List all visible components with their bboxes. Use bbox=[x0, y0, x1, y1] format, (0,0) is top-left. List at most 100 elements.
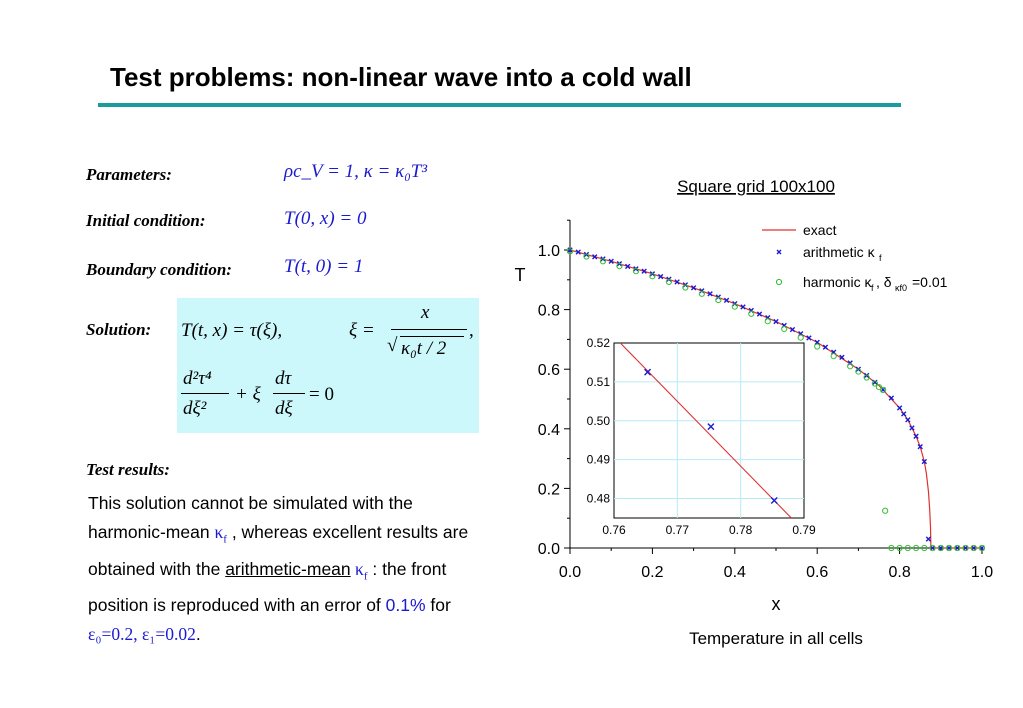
arithmetic-point bbox=[909, 425, 915, 431]
legend-harmonic-swatch bbox=[775, 278, 783, 286]
title-underline bbox=[98, 103, 901, 107]
x-tick-label: 0.0 bbox=[559, 564, 581, 581]
arithmetic-point bbox=[863, 372, 870, 379]
harmonic-point bbox=[954, 544, 961, 552]
inset-x-tick-label: 0.77 bbox=[666, 523, 690, 537]
harmonic-point bbox=[921, 544, 928, 552]
harmonic-point bbox=[882, 507, 889, 514]
initial-condition-equation: T(0, x) = 0 bbox=[284, 208, 367, 229]
ode-denominator-2: dξ bbox=[275, 398, 293, 419]
x-axis-label: x bbox=[772, 594, 781, 614]
solution-box: T(t, x) = τ(ξ), ξ = x √ κ₀t / 2 , d²τ⁴ d… bbox=[177, 298, 479, 433]
ode-numerator-2: dτ bbox=[275, 368, 292, 389]
results-text-5: . bbox=[195, 624, 201, 644]
y-tick-label: 0.2 bbox=[538, 481, 560, 498]
inset-x-tick-label: 0.79 bbox=[792, 523, 816, 537]
y-tick-label: 1.0 bbox=[538, 243, 560, 260]
harmonic-point bbox=[830, 352, 837, 360]
harmonic-point bbox=[962, 544, 969, 552]
arithmetic-point bbox=[971, 545, 977, 551]
parameters-equation: ρc_V = 1, κ = κ₀T³ bbox=[284, 161, 428, 182]
arithmetic-point bbox=[583, 251, 590, 258]
inset-exact-line bbox=[619, 342, 792, 519]
arithmetic-point bbox=[789, 326, 796, 333]
kappa-f-symbol: κ bbox=[214, 522, 224, 542]
arithmetic-point bbox=[690, 285, 697, 291]
arithmetic-point bbox=[674, 279, 680, 285]
arithmetic-point bbox=[756, 311, 763, 317]
ode-fraction-bar-1 bbox=[181, 393, 229, 394]
inset-y-tick-label: 0.49 bbox=[587, 453, 611, 467]
harmonic-point bbox=[566, 248, 574, 255]
harmonic-point bbox=[847, 363, 854, 370]
harmonic-point bbox=[715, 296, 722, 304]
harmonic-point bbox=[781, 325, 788, 333]
ode-denominator: dξ² bbox=[183, 398, 207, 419]
solution-xi-label: ξ = bbox=[349, 320, 375, 341]
inset-arithmetic-point bbox=[644, 368, 652, 376]
parameters-label: Parameters: bbox=[86, 165, 172, 184]
y-tick-label: 0.0 bbox=[538, 541, 560, 558]
harmonic-point bbox=[978, 544, 986, 552]
x-tick-label: 0.2 bbox=[641, 564, 663, 581]
inset-y-tick-label: 0.52 bbox=[587, 336, 611, 350]
arithmetic-point bbox=[896, 405, 903, 411]
harmonic-point bbox=[945, 544, 953, 552]
arithmetic-point bbox=[592, 254, 598, 260]
arithmetic-point bbox=[938, 545, 944, 551]
x-tick-label: 1.0 bbox=[971, 564, 993, 581]
harmonic-point bbox=[748, 310, 755, 317]
arithmetic-point bbox=[608, 258, 614, 265]
arithmetic-point bbox=[901, 411, 907, 417]
initial-condition-label: Initial condition: bbox=[86, 211, 206, 230]
chart-title: Square grid 100x100 bbox=[677, 177, 835, 196]
harmonic-point bbox=[937, 544, 944, 552]
arithmetic-point bbox=[917, 443, 923, 450]
legend-arithmetic-subscript: f bbox=[879, 253, 882, 263]
harmonic-point bbox=[797, 334, 804, 341]
inset-x-tick-label: 0.78 bbox=[729, 523, 753, 537]
harmonic-point bbox=[875, 383, 883, 391]
test-results-label: Test results: bbox=[86, 460, 170, 479]
harmonic-point bbox=[871, 380, 878, 387]
results-text-2: , whereas excellent results are obtained… bbox=[88, 522, 469, 579]
y-tick-label: 0.4 bbox=[538, 422, 560, 439]
harmonic-point bbox=[929, 544, 936, 552]
legend-arithmetic-label: arithmetic κ bbox=[803, 244, 876, 260]
arithmetic-point bbox=[740, 304, 746, 310]
test-results-paragraph: This solution cannot be simulated with t… bbox=[88, 489, 488, 649]
slide-title: Test problems: non-linear wave into a co… bbox=[110, 62, 692, 92]
arithmetic-point bbox=[946, 545, 952, 551]
legend-harmonic-subscript: f bbox=[871, 283, 874, 293]
arithmetic-point bbox=[806, 335, 812, 341]
sqrt-bar bbox=[400, 336, 464, 337]
inset-y-tick-label: 0.50 bbox=[587, 414, 611, 428]
inset-frame bbox=[613, 342, 805, 519]
solution-xi-denominator: κ₀t / 2 bbox=[401, 338, 447, 359]
ode-numerator: d²τ⁴ bbox=[183, 368, 212, 389]
comma: , bbox=[469, 320, 474, 341]
arithmetic-point bbox=[575, 249, 581, 255]
arithmetic-point bbox=[567, 247, 573, 253]
harmonic-point bbox=[649, 273, 656, 280]
y-axis-label: T bbox=[515, 265, 526, 285]
arithmetic-point bbox=[905, 417, 911, 423]
arithmetic-point bbox=[773, 318, 779, 325]
arithmetic-point bbox=[962, 545, 969, 551]
solution-fraction-bar bbox=[391, 329, 467, 330]
arithmetic-point bbox=[641, 268, 647, 274]
error-value: 0.1% bbox=[385, 595, 426, 615]
harmonic-point bbox=[665, 278, 672, 285]
harmonic-point bbox=[731, 303, 738, 310]
legend-harmonic-label: harmonic κ bbox=[803, 274, 872, 290]
ode-fraction-bar-2 bbox=[273, 393, 305, 394]
arithmetic-point bbox=[657, 273, 664, 280]
harmonic-point bbox=[682, 284, 689, 291]
solution-label: Solution: bbox=[86, 320, 152, 339]
harmonic-point bbox=[970, 544, 977, 552]
harmonic-point bbox=[904, 544, 911, 552]
harmonic-point bbox=[583, 253, 590, 260]
ode-plus-xi: + ξ bbox=[235, 384, 261, 405]
solution-tau-equation: T(t, x) = τ(ξ), bbox=[181, 320, 283, 341]
arithmetic-point bbox=[888, 395, 895, 401]
